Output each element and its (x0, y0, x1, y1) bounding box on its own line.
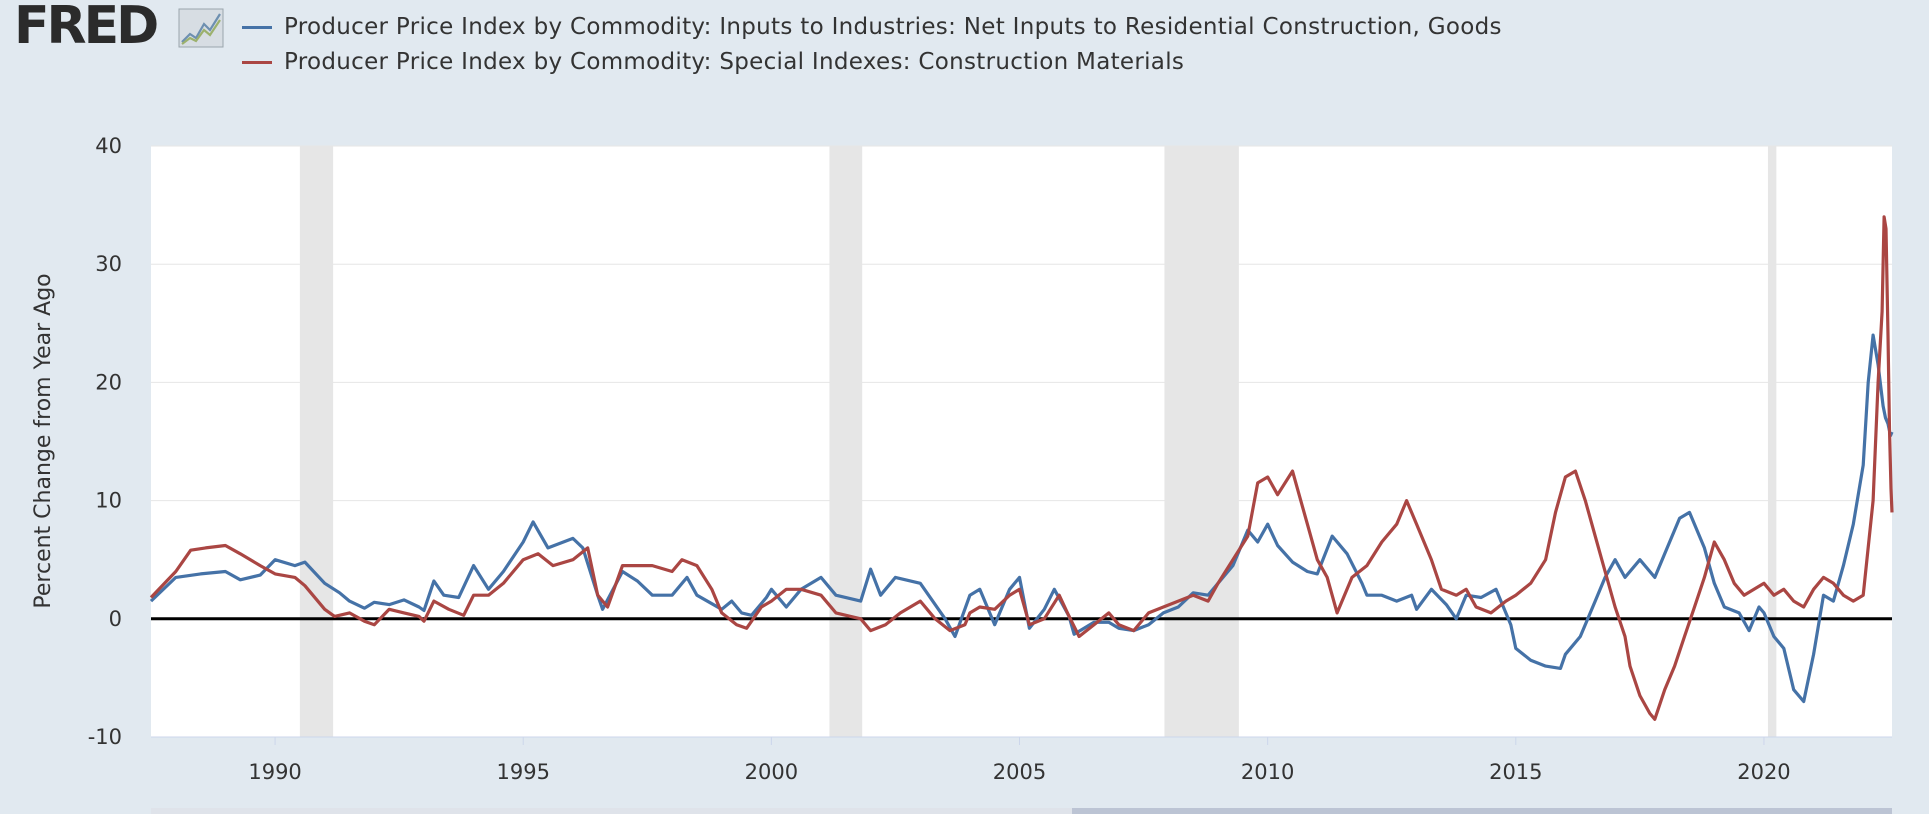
y-tick-label: 20 (95, 370, 122, 394)
chart-logo-icon (178, 8, 224, 48)
chart-header: FRED Producer Price Index by Commodity: … (0, 0, 1929, 90)
y-tick-label: -10 (88, 725, 122, 749)
x-tick-label: 2000 (745, 760, 798, 784)
legend-label-series-1: Producer Price Index by Commodity: Input… (284, 14, 1502, 40)
y-tick-label: 30 (95, 252, 122, 276)
recession-band (1164, 146, 1239, 737)
range-scrollbar-thumb[interactable] (1072, 808, 1892, 814)
plot-area (151, 146, 1892, 737)
legend-item-series-2[interactable]: Producer Price Index by Commodity: Speci… (242, 47, 1184, 77)
x-tick-label: 2015 (1489, 760, 1542, 784)
y-axis-label: Percent Change from Year Ago (31, 273, 56, 608)
recession-band (1767, 146, 1777, 737)
x-tick-label: 1990 (248, 760, 301, 784)
y-tick-label: 0 (109, 607, 122, 631)
legend-swatch-series-2 (242, 60, 272, 64)
legend-label-series-2: Producer Price Index by Commodity: Speci… (284, 49, 1185, 75)
series-line-1 (149, 333, 1894, 704)
x-tick-label: 2020 (1737, 760, 1790, 784)
recession-band (829, 146, 863, 737)
x-tick-label: 2005 (993, 760, 1046, 784)
x-tick-label: 2010 (1241, 760, 1294, 784)
x-tick-label: 1995 (496, 760, 549, 784)
legend-item-series-1[interactable]: Producer Price Index by Commodity: Input… (242, 12, 1502, 42)
fred-logo[interactable]: FRED (14, 0, 159, 56)
range-scrollbar[interactable] (151, 808, 1892, 814)
y-tick-label: 10 (95, 489, 122, 513)
y-tick-label: 40 (95, 134, 122, 158)
series-line-2 (149, 215, 1894, 721)
legend-swatch-series-1 (242, 25, 272, 29)
recession-band (299, 146, 334, 737)
